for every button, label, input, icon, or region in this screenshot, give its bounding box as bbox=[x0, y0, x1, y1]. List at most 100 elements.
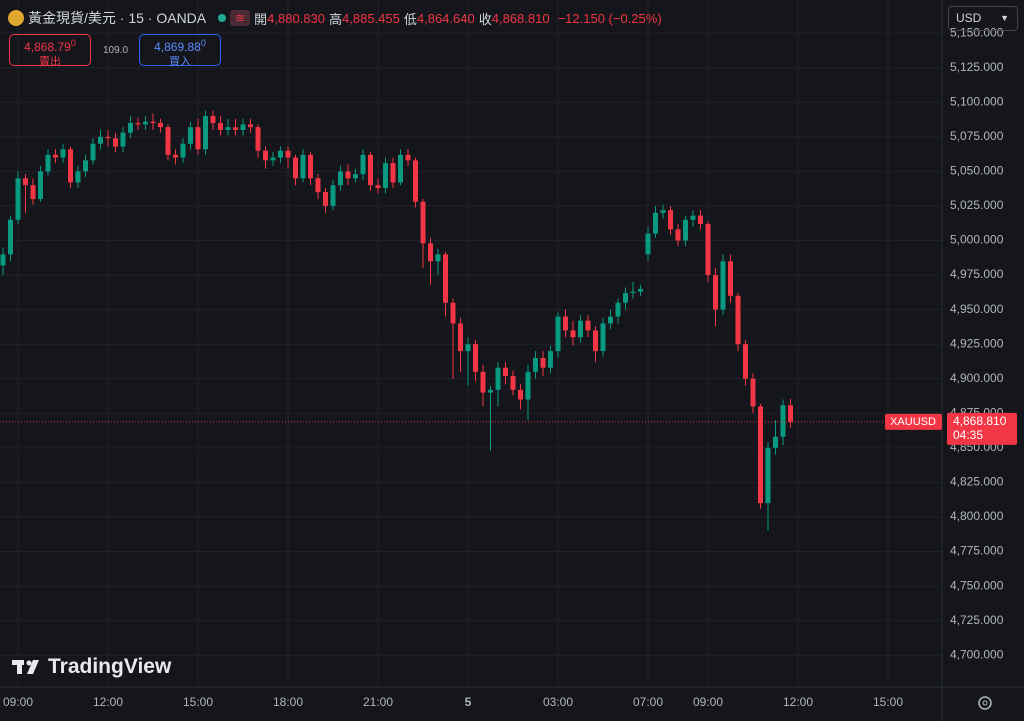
y-tick-label: 4,900.000 bbox=[950, 371, 1004, 385]
x-tick-label: 12:00 bbox=[783, 695, 813, 709]
y-tick-label: 4,950.000 bbox=[950, 302, 1004, 316]
buy-button[interactable]: 4,869.880 買入 bbox=[139, 34, 221, 68]
candle-body bbox=[518, 389, 523, 400]
buy-price: 4,869.88 bbox=[154, 40, 201, 54]
sell-tail: 0 bbox=[70, 38, 76, 48]
candle-body bbox=[105, 136, 111, 139]
y-tick-label: 5,025.000 bbox=[950, 198, 1004, 212]
candle-body bbox=[473, 344, 478, 372]
x-tick-label: 15:00 bbox=[183, 695, 213, 709]
candle-body bbox=[300, 154, 306, 179]
candle-body bbox=[158, 123, 163, 128]
price-tag bbox=[947, 412, 1017, 445]
y-tick-label: 5,050.000 bbox=[950, 164, 1004, 178]
candle-body bbox=[165, 127, 171, 155]
y-tick-label: 4,800.000 bbox=[950, 509, 1004, 523]
candle-body bbox=[480, 371, 486, 393]
candle-body bbox=[360, 154, 366, 175]
candle-body bbox=[383, 163, 388, 188]
candle-body bbox=[690, 215, 696, 220]
x-tick-label: 5 bbox=[465, 695, 472, 709]
candle-body bbox=[585, 320, 591, 331]
candle-body bbox=[113, 138, 118, 147]
candle-body bbox=[75, 171, 81, 183]
candle-body bbox=[135, 123, 141, 125]
candle-body bbox=[255, 127, 261, 151]
candle-body bbox=[720, 261, 726, 310]
y-tick-label: 4,750.000 bbox=[950, 578, 1004, 592]
x-tick-label: 18:00 bbox=[273, 695, 303, 709]
candle-body bbox=[653, 212, 658, 234]
countdown: 04:35 bbox=[953, 428, 983, 442]
candle-body bbox=[278, 150, 283, 158]
high-value: 4,885.455 bbox=[342, 10, 400, 26]
candle-body bbox=[188, 127, 193, 144]
candle-body bbox=[608, 316, 613, 324]
candle-body bbox=[683, 219, 688, 241]
buy-label: 買入 bbox=[169, 56, 191, 68]
candle-body bbox=[225, 127, 231, 130]
settings-icon[interactable] bbox=[978, 696, 992, 710]
candle-body bbox=[458, 323, 463, 352]
candle-body bbox=[98, 136, 103, 144]
candle-body bbox=[413, 160, 418, 202]
candle-body bbox=[548, 351, 553, 368]
candle-body bbox=[758, 406, 763, 504]
x-tick-label: 15:00 bbox=[873, 695, 903, 709]
sell-label: 賣出 bbox=[39, 56, 61, 68]
candle-body bbox=[0, 254, 6, 266]
candle-body bbox=[248, 124, 253, 128]
open-label: 開 bbox=[254, 11, 268, 27]
candle-body bbox=[428, 243, 433, 262]
spread: 109.0 bbox=[103, 45, 129, 56]
y-tick-label: 5,150.000 bbox=[950, 25, 1004, 39]
y-tick-label: 5,075.000 bbox=[950, 129, 1004, 143]
indicator-badge[interactable]: ≋ bbox=[230, 10, 251, 26]
candle-body bbox=[630, 291, 636, 294]
candle-body bbox=[218, 123, 223, 130]
y-tick-label: 4,725.000 bbox=[950, 613, 1004, 627]
close-value: 4,868.810 bbox=[491, 10, 550, 26]
candle-body bbox=[773, 436, 778, 448]
y-tick-label: 4,775.000 bbox=[950, 544, 1004, 558]
change: −12.150 (−0.25%) bbox=[557, 10, 662, 26]
sell-button[interactable]: 4,868.790 賣出 bbox=[9, 34, 91, 68]
candle-body bbox=[293, 157, 298, 179]
candle-body bbox=[713, 275, 718, 310]
logo: TradingView bbox=[48, 655, 172, 678]
candle-body bbox=[285, 150, 291, 158]
y-tick-label: 5,100.000 bbox=[950, 94, 1004, 108]
candle-body bbox=[15, 178, 21, 220]
candle-body bbox=[765, 447, 771, 504]
currency-select[interactable]: USD ▼ bbox=[948, 6, 1018, 31]
buy-tail: 0 bbox=[200, 38, 206, 48]
candle-body bbox=[615, 302, 621, 317]
candle-body bbox=[780, 405, 786, 437]
candle-body bbox=[593, 330, 598, 352]
logo-icon bbox=[12, 660, 39, 674]
candle-body bbox=[495, 367, 501, 390]
candle-body bbox=[668, 210, 673, 230]
candle-body bbox=[128, 123, 133, 133]
candle-body bbox=[120, 132, 126, 147]
candle-body bbox=[270, 157, 276, 161]
x-tick-label: 09:00 bbox=[693, 695, 723, 709]
candle-body bbox=[435, 254, 441, 262]
candle-body bbox=[390, 163, 396, 183]
candle-body bbox=[623, 293, 628, 303]
candle-body bbox=[8, 219, 13, 255]
candle-body bbox=[570, 330, 576, 338]
candle-body bbox=[465, 344, 471, 352]
candle-body bbox=[263, 150, 268, 161]
x-tick-label: 03:00 bbox=[543, 695, 573, 709]
candle-body bbox=[345, 171, 351, 179]
low-label: 低 bbox=[403, 11, 417, 27]
candle-body bbox=[210, 116, 216, 124]
candle-body bbox=[503, 367, 508, 376]
candle-body bbox=[743, 344, 748, 379]
y-tick-label: 5,125.000 bbox=[950, 60, 1004, 74]
candle-body bbox=[315, 178, 321, 193]
candle-body bbox=[180, 143, 186, 158]
